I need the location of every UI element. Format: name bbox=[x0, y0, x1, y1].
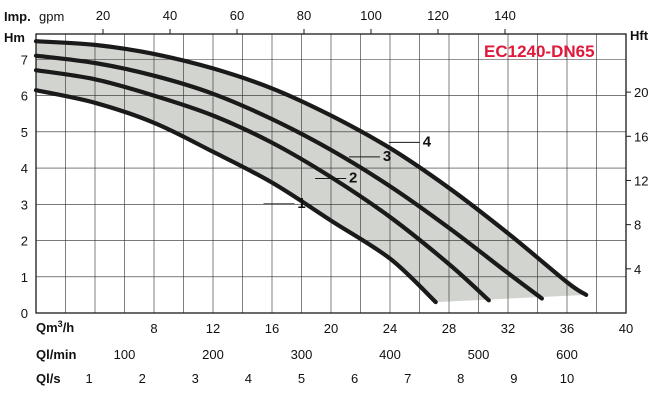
operating-band-fill bbox=[36, 41, 587, 303]
x-tick-label: 20 bbox=[324, 321, 338, 336]
x-axis-label-sup: 3 bbox=[58, 319, 63, 329]
x-tick-label: 12 bbox=[206, 321, 220, 336]
chart-title: EC1240-DN65 bbox=[484, 42, 595, 61]
y-tick-label: 2 bbox=[21, 234, 28, 249]
y-tick-label: 4 bbox=[21, 161, 28, 176]
right-axis-label: Hft bbox=[630, 28, 649, 43]
l-per-s-tick-label: 4 bbox=[245, 371, 252, 386]
top-tick-label: 60 bbox=[230, 8, 244, 23]
y-tick-label: 0 bbox=[21, 306, 28, 321]
x-tick-label: 40 bbox=[619, 321, 633, 336]
l-per-s-tick-label: 10 bbox=[560, 371, 574, 386]
top-axis-ticks: 20 40 60 80 100 120 140 bbox=[96, 8, 516, 34]
l-per-min-tick-label: 200 bbox=[202, 347, 224, 362]
x-tick-label: 32 bbox=[501, 321, 515, 336]
x-axis-label: Qm3/h bbox=[36, 319, 74, 335]
operating-band bbox=[36, 41, 587, 303]
y-tick-label: 5 bbox=[21, 125, 28, 140]
l-per-min-tick-label: 300 bbox=[291, 347, 313, 362]
l-per-min-tick-label: 600 bbox=[556, 347, 578, 362]
y-axis-ticks: 0 1 2 3 4 5 6 7 bbox=[21, 52, 28, 321]
x-tick-label: 24 bbox=[383, 321, 397, 336]
curve-label-3: 3 bbox=[383, 148, 391, 165]
curve-3 bbox=[33, 53, 544, 301]
top-tick-label: 120 bbox=[427, 8, 449, 23]
y-tick-label: 7 bbox=[21, 52, 28, 67]
x-axis-ticks: 8 12 16 20 24 28 32 36 40 bbox=[150, 321, 633, 336]
y-tick-label: 6 bbox=[21, 89, 28, 104]
right-tick-label: 8 bbox=[634, 218, 641, 233]
l-per-s-tick-label: 2 bbox=[139, 371, 146, 386]
curve-1 bbox=[33, 88, 438, 305]
l-per-min-tick-label: 400 bbox=[379, 347, 401, 362]
l-per-s-tick-label: 6 bbox=[351, 371, 358, 386]
top-tick-label: 100 bbox=[360, 8, 382, 23]
l-per-min-axis-label: Ql/min bbox=[36, 347, 77, 362]
l-per-s-tick-label: 1 bbox=[85, 371, 92, 386]
l-per-s-axis-ticks: 1 2 3 4 5 6 7 8 9 10 bbox=[85, 371, 574, 386]
curve-label-1: 1 bbox=[297, 195, 305, 212]
top-tick-label: 80 bbox=[297, 8, 311, 23]
l-per-min-axis-ticks: 100 200 300 400 500 600 bbox=[114, 347, 578, 362]
top-axis-label-unit: gpm bbox=[39, 9, 64, 24]
grid bbox=[36, 34, 626, 314]
top-tick-label: 40 bbox=[163, 8, 177, 23]
x-axis-label-suffix: /h bbox=[63, 320, 75, 335]
plot-frame bbox=[35, 33, 627, 314]
l-per-s-axis-label: Ql/s bbox=[36, 371, 61, 386]
right-axis-ticks: 4 8 12 16 20 bbox=[626, 85, 648, 277]
y-axis-label: Hm bbox=[4, 30, 25, 45]
y-tick-label: 1 bbox=[21, 270, 28, 285]
x-tick-label: 36 bbox=[560, 321, 574, 336]
l-per-s-tick-label: 3 bbox=[192, 371, 199, 386]
top-tick-label: 20 bbox=[96, 8, 110, 23]
right-tick-label: 12 bbox=[634, 173, 648, 188]
top-axis-label-bold: Imp. bbox=[4, 9, 31, 24]
curves bbox=[33, 39, 589, 305]
l-per-min-tick-label: 500 bbox=[468, 347, 490, 362]
curve-label-2: 2 bbox=[349, 170, 357, 187]
x-tick-label: 16 bbox=[265, 321, 279, 336]
x-tick-label: 8 bbox=[150, 321, 157, 336]
curve-labels: 1 2 3 4 bbox=[263, 133, 432, 212]
l-per-s-tick-label: 9 bbox=[510, 371, 517, 386]
l-per-s-tick-label: 7 bbox=[404, 371, 411, 386]
curve-label-4: 4 bbox=[423, 133, 432, 150]
right-tick-label: 20 bbox=[634, 85, 648, 100]
y-tick-label: 3 bbox=[21, 197, 28, 212]
l-per-min-tick-label: 100 bbox=[114, 347, 136, 362]
x-axis-label-prefix: Qm bbox=[36, 320, 58, 335]
l-per-s-tick-label: 5 bbox=[298, 371, 305, 386]
right-tick-label: 16 bbox=[634, 129, 648, 144]
top-tick-label: 140 bbox=[494, 8, 516, 23]
x-tick-label: 28 bbox=[442, 321, 456, 336]
right-tick-label: 4 bbox=[634, 262, 641, 277]
curve-2 bbox=[33, 68, 491, 303]
l-per-s-tick-label: 8 bbox=[457, 371, 464, 386]
curve-4 bbox=[33, 39, 589, 297]
